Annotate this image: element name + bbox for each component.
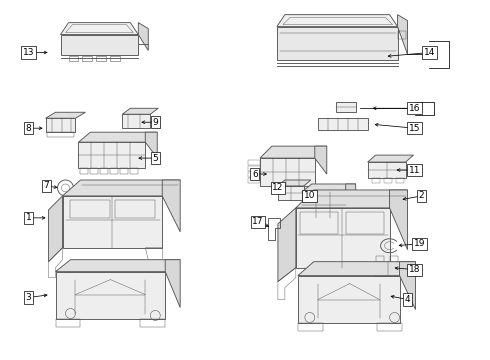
Polygon shape	[318, 118, 368, 130]
Polygon shape	[63, 196, 162, 248]
Bar	[91, 168, 98, 174]
Text: 4: 4	[405, 295, 410, 304]
Text: 13: 13	[23, 48, 34, 57]
Bar	[115, 200, 155, 218]
Bar	[376, 256, 384, 262]
Polygon shape	[55, 272, 165, 319]
Bar	[248, 160, 260, 165]
Text: 8: 8	[26, 124, 31, 133]
Bar	[110, 168, 119, 174]
Bar	[110, 57, 121, 62]
Polygon shape	[162, 180, 180, 232]
Polygon shape	[138, 23, 148, 50]
Text: 18: 18	[409, 265, 420, 274]
Bar	[384, 178, 392, 183]
Polygon shape	[55, 260, 180, 272]
Polygon shape	[78, 132, 157, 142]
Polygon shape	[336, 102, 356, 112]
Bar	[71, 200, 110, 218]
Bar	[100, 168, 108, 174]
Text: 5: 5	[152, 154, 158, 163]
Text: 17: 17	[252, 217, 264, 226]
Bar	[140, 319, 165, 328]
Text: 9: 9	[152, 118, 158, 127]
Polygon shape	[277, 27, 397, 60]
Polygon shape	[260, 146, 327, 158]
Text: 12: 12	[272, 184, 284, 193]
Bar	[248, 172, 260, 177]
Text: 6: 6	[252, 170, 258, 179]
Polygon shape	[368, 155, 414, 162]
Polygon shape	[61, 35, 138, 55]
Bar	[371, 178, 380, 183]
Bar	[390, 256, 397, 262]
Bar	[80, 168, 89, 174]
Polygon shape	[46, 112, 85, 118]
Bar	[248, 166, 260, 171]
Polygon shape	[46, 118, 75, 132]
Bar	[47, 132, 74, 137]
Text: 1: 1	[26, 213, 31, 222]
Polygon shape	[278, 186, 304, 200]
Text: 15: 15	[409, 124, 420, 133]
Text: 11: 11	[409, 166, 420, 175]
Bar	[395, 178, 404, 183]
Polygon shape	[122, 108, 158, 114]
Polygon shape	[346, 184, 356, 210]
Bar	[300, 212, 338, 234]
Polygon shape	[298, 276, 399, 323]
Polygon shape	[278, 180, 311, 186]
Text: 14: 14	[424, 48, 435, 57]
Polygon shape	[277, 15, 397, 27]
Polygon shape	[260, 158, 315, 186]
Polygon shape	[296, 190, 408, 208]
Polygon shape	[374, 262, 401, 276]
Bar	[69, 57, 78, 62]
Polygon shape	[49, 196, 63, 262]
Polygon shape	[278, 208, 296, 282]
Text: 16: 16	[409, 104, 420, 113]
Text: 2: 2	[418, 192, 424, 201]
Polygon shape	[165, 260, 180, 307]
Text: 7: 7	[44, 181, 49, 190]
Polygon shape	[302, 184, 356, 192]
Polygon shape	[63, 180, 180, 196]
Polygon shape	[302, 192, 346, 218]
Bar	[346, 212, 384, 234]
Polygon shape	[61, 23, 138, 35]
Polygon shape	[78, 142, 145, 168]
Polygon shape	[296, 208, 390, 268]
Bar	[298, 323, 323, 332]
Polygon shape	[397, 15, 408, 54]
Text: 3: 3	[26, 293, 31, 302]
Bar	[248, 178, 260, 183]
Bar	[97, 57, 106, 62]
Bar	[397, 31, 406, 39]
Bar	[55, 319, 80, 328]
Text: 10: 10	[304, 192, 316, 201]
Text: 19: 19	[414, 239, 425, 248]
Polygon shape	[315, 146, 327, 174]
Polygon shape	[298, 262, 416, 276]
Bar	[377, 323, 401, 332]
Polygon shape	[390, 190, 408, 250]
Bar	[82, 57, 93, 62]
Polygon shape	[122, 114, 150, 128]
Polygon shape	[145, 132, 157, 158]
Bar	[121, 168, 128, 174]
Bar	[130, 168, 138, 174]
Polygon shape	[368, 162, 406, 178]
Polygon shape	[399, 262, 416, 310]
